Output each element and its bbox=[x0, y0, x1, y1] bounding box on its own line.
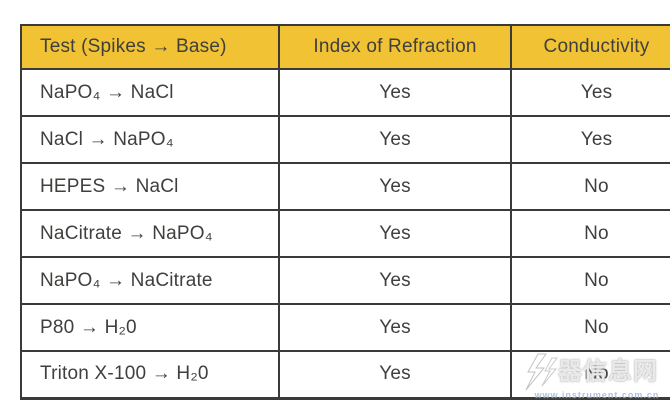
test-cell: Triton X-100 → H₂0 bbox=[20, 350, 280, 400]
conductivity-cell: No bbox=[510, 303, 670, 352]
column-header-conductivity: Conductivity bbox=[510, 24, 670, 70]
conductivity-cell: No bbox=[510, 209, 670, 258]
conductivity-cell: Yes bbox=[510, 115, 670, 164]
test-cell: NaPO₄ → NaCitrate bbox=[20, 256, 280, 305]
table-row: NaCl → NaPO₄ Yes Yes bbox=[20, 115, 670, 164]
table-row: NaPO₄ → NaCl Yes Yes bbox=[20, 68, 670, 117]
index-of-refraction-cell: Yes bbox=[278, 256, 512, 305]
table-row: HEPES → NaCl Yes No bbox=[20, 162, 670, 211]
conductivity-cell: No bbox=[510, 256, 670, 305]
comparison-table: Test (Spikes → Base) Index of Refraction… bbox=[20, 24, 670, 400]
test-cell: NaCitrate → NaPO₄ bbox=[20, 209, 280, 258]
index-of-refraction-cell: Yes bbox=[278, 350, 512, 400]
table-row: NaCitrate → NaPO₄ Yes No bbox=[20, 209, 670, 258]
conductivity-cell: No bbox=[510, 162, 670, 211]
index-of-refraction-cell: Yes bbox=[278, 68, 512, 117]
table-row: P80 → H₂0 Yes No bbox=[20, 303, 670, 352]
conductivity-cell: No bbox=[510, 350, 670, 400]
header-row: Test (Spikes → Base) Index of Refraction… bbox=[20, 24, 670, 70]
conductivity-cell: Yes bbox=[510, 68, 670, 117]
column-header-index-of-refraction: Index of Refraction bbox=[278, 24, 512, 70]
column-header-test: Test (Spikes → Base) bbox=[20, 24, 280, 70]
index-of-refraction-cell: Yes bbox=[278, 162, 512, 211]
test-cell: NaCl → NaPO₄ bbox=[20, 115, 280, 164]
test-cell: P80 → H₂0 bbox=[20, 303, 280, 352]
test-cell: NaPO₄ → NaCl bbox=[20, 68, 280, 117]
index-of-refraction-cell: Yes bbox=[278, 115, 512, 164]
index-of-refraction-cell: Yes bbox=[278, 209, 512, 258]
table-row: NaPO₄ → NaCitrate Yes No bbox=[20, 256, 670, 305]
index-of-refraction-cell: Yes bbox=[278, 303, 512, 352]
test-cell: HEPES → NaCl bbox=[20, 162, 280, 211]
table-row: Triton X-100 → H₂0 Yes No bbox=[20, 350, 670, 400]
